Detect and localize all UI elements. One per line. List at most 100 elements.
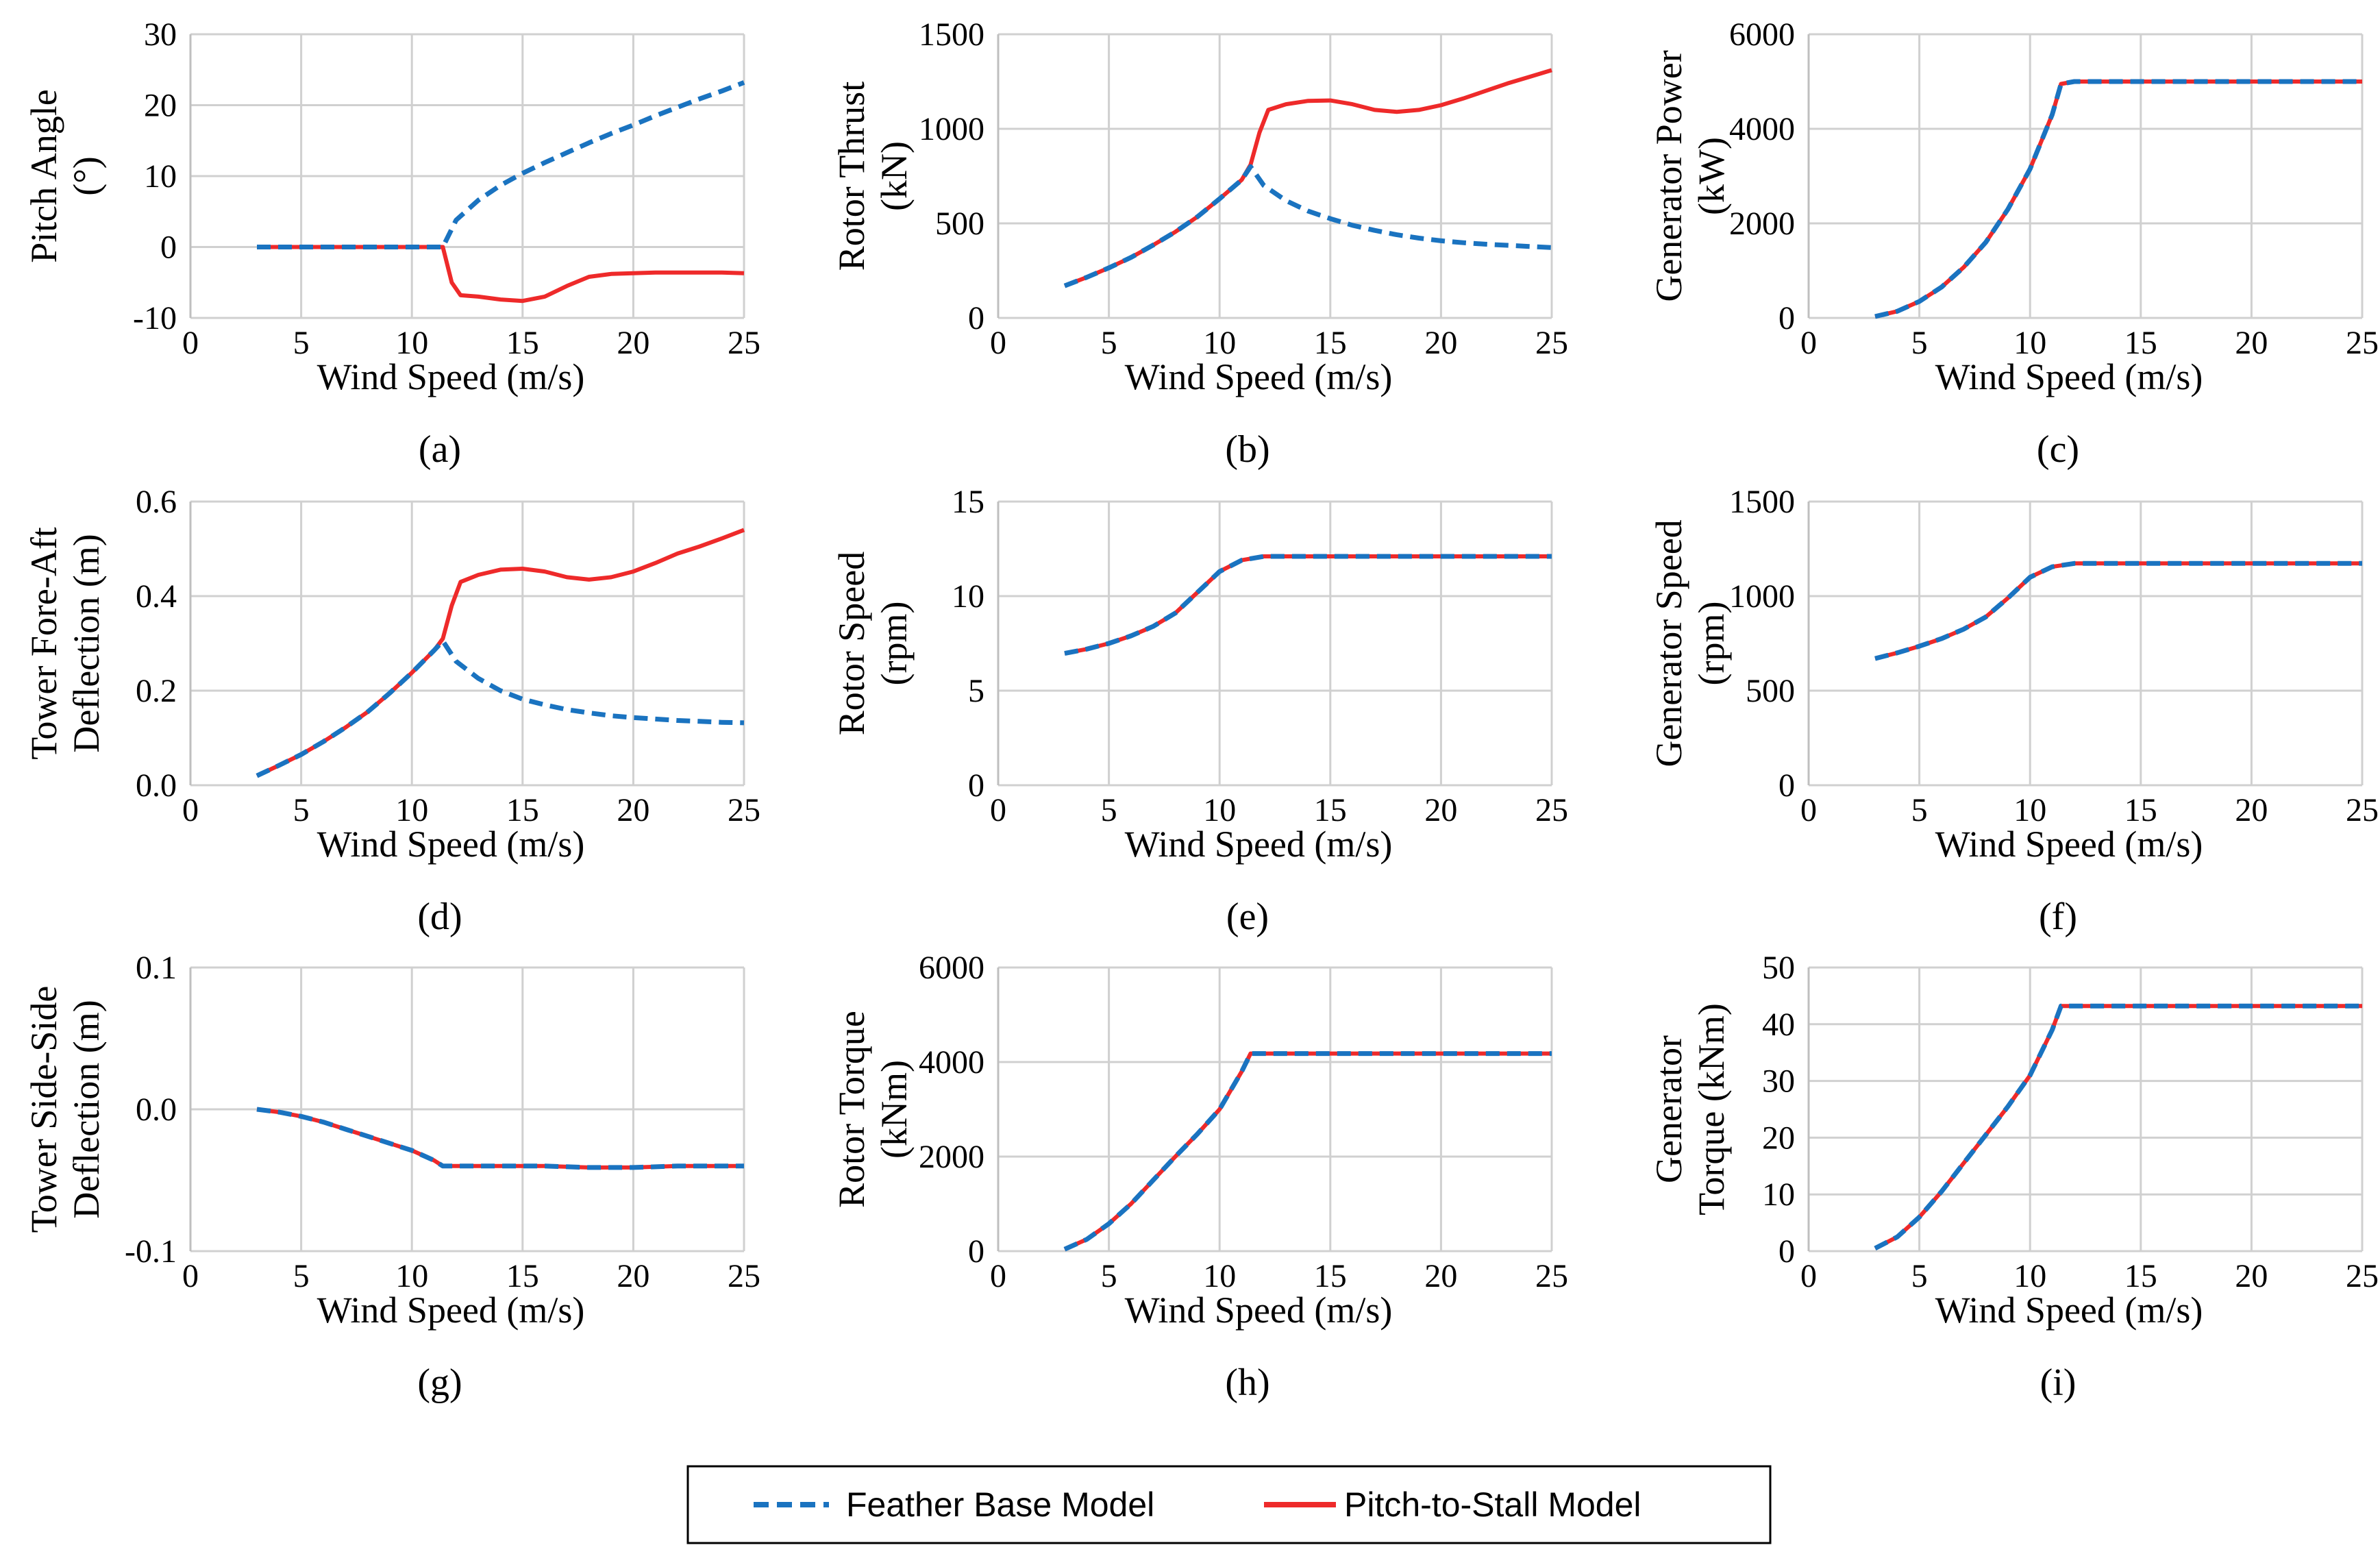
panel-b-xtick-1: 5 (1101, 325, 1117, 361)
panel-e-xtick-1: 5 (1101, 792, 1117, 828)
panel-h-series-stall (1063, 1051, 1552, 1251)
panel-a-xtick-3: 15 (506, 325, 539, 361)
panel-b-xtick-5: 25 (1535, 325, 1568, 361)
legend-label-feather: Feather Base Model (846, 1485, 1154, 1524)
panel-c-ylabel-line-2: (kW) (1691, 137, 1732, 215)
panel-a-ytick-3: 20 (144, 88, 177, 124)
panel-f-ytick-3: 1500 (1729, 484, 1795, 520)
panel-b-xtick-0: 0 (990, 325, 1006, 361)
panel-d-xtick-5: 25 (728, 792, 760, 828)
panel-c-xtick-2: 10 (2013, 325, 2046, 361)
panel-f-xtick-4: 20 (2235, 792, 2268, 828)
panel-d-ylabel-line-2: Deflection (m) (66, 534, 107, 752)
panel-e-ytick-1: 5 (968, 673, 984, 709)
panel-i-ytick-2: 20 (1762, 1120, 1795, 1156)
panel-g-ytick-0: -0.1 (125, 1233, 177, 1270)
panel-d-series-feather (256, 639, 745, 778)
panel-c: 0 5 10 15 20 25 0 2000 4000 6000 Wind Speed (m/s) G… (1648, 16, 2379, 471)
panel-d-ytick-0: 0.0 (136, 767, 177, 804)
panel-i-xtick-4: 20 (2235, 1258, 2268, 1294)
panel-e-ylabel-line-2: (rpm) (873, 602, 915, 686)
panel-i-xtick-3: 15 (2124, 1258, 2157, 1294)
panel-e-ytick-2: 10 (952, 578, 984, 615)
panel-f: 0 5 10 15 20 25 0 500 1000 1500 Wind Speed (m/s) Ge… (1648, 484, 2379, 938)
panel-g-ylabel-line-2: Deflection (m) (66, 1000, 107, 1218)
panel-h-xtick-2: 10 (1203, 1258, 1236, 1294)
panel-i-xtick-2: 10 (2013, 1258, 2046, 1294)
panel-f-xtick-0: 0 (1800, 792, 1817, 828)
panel-g: 0 5 10 15 20 25 -0.1 0.0 0.1 Wind Speed (m/s) Towe… (23, 950, 760, 1404)
panel-a-ytick-2: 10 (144, 158, 177, 195)
panel-a-xtick-4: 20 (617, 325, 649, 361)
panel-a-series-stall (257, 245, 745, 304)
panel-b-xtick-4: 20 (1424, 325, 1457, 361)
panel-d-xtick-4: 20 (617, 792, 649, 828)
panel-h-ytick-3: 6000 (919, 950, 984, 986)
panel-d-ylabel-line-1: Tower Fore-Aft (23, 527, 64, 760)
panel-g-series-feather (256, 1107, 744, 1170)
panel-d-caption: (d) (417, 896, 462, 938)
panel-b-ylabel-line-1: Rotor Thrust (831, 82, 872, 271)
panel-b-series-feather (1063, 164, 1552, 288)
panel-i-xlabel: Wind Speed (m/s) (1935, 1290, 2203, 1331)
panel-i-ytick-3: 30 (1762, 1063, 1795, 1100)
panel-e-series-feather (1064, 554, 1552, 656)
panel-a-xtick-0: 0 (182, 325, 199, 361)
panel-e-xtick-2: 10 (1203, 792, 1236, 828)
panel-f-ytick-2: 1000 (1729, 578, 1795, 615)
panel-c-series-feather (1874, 79, 2362, 319)
panel-f-xtick-2: 10 (2013, 792, 2046, 828)
panel-h-ylabel-line-1: Rotor Torque (831, 1011, 872, 1208)
panel-i-ytick-1: 10 (1762, 1176, 1795, 1213)
panel-h-ytick-1: 2000 (919, 1139, 984, 1175)
panel-c-ytick-1: 2000 (1729, 206, 1795, 242)
panel-c-ylabel-line-1: Generator Power (1648, 50, 1689, 301)
panel-a-caption: (a) (419, 428, 461, 471)
panel-f-xtick-3: 15 (2124, 792, 2157, 828)
legend-label-stall: Pitch-to-Stall Model (1344, 1485, 1641, 1524)
panel-f-series-stall (1874, 561, 2362, 661)
panel-g-xtick-1: 5 (293, 1258, 310, 1294)
panel-g-ylabel-line-1: Tower Side-Side (23, 986, 64, 1233)
panel-c-ytick-3: 6000 (1729, 16, 1795, 53)
panel-e-xtick-0: 0 (990, 792, 1006, 828)
panel-c-xtick-5: 25 (2346, 325, 2379, 361)
panel-b-xtick-2: 10 (1203, 325, 1236, 361)
panel-g-xtick-4: 20 (617, 1258, 649, 1294)
panel-i-ylabel-line-2: Torque (kNm) (1691, 1003, 1732, 1216)
panel-i-xtick-0: 0 (1800, 1258, 1817, 1294)
panel-f-xtick-1: 5 (1911, 792, 1928, 828)
panel-a-xtick-5: 25 (728, 325, 760, 361)
panel-e-xtick-5: 25 (1535, 792, 1568, 828)
panel-h: 0 5 10 15 20 25 0 2000 4000 6000 Wind Speed (m/s) R… (831, 950, 1568, 1404)
panel-e-caption: (e) (1226, 896, 1269, 938)
panel-c-ytick-2: 4000 (1729, 111, 1795, 147)
panel-c-xtick-1: 5 (1911, 325, 1928, 361)
panel-e-xtick-3: 15 (1314, 792, 1347, 828)
panel-h-xtick-4: 20 (1424, 1258, 1457, 1294)
panel-b-ytick-1: 500 (935, 206, 984, 242)
panel-f-xtick-5: 25 (2346, 792, 2379, 828)
panel-g-caption: (g) (417, 1361, 462, 1404)
panel-h-xlabel: Wind Speed (m/s) (1125, 1290, 1393, 1331)
panel-i-ytick-5: 50 (1762, 950, 1795, 986)
panel-e-xlabel: Wind Speed (m/s) (1125, 824, 1393, 865)
panel-g-xtick-0: 0 (182, 1258, 199, 1294)
panel-e-ytick-0: 0 (968, 767, 984, 804)
panel-h-ytick-2: 4000 (919, 1044, 984, 1081)
panel-d-xtick-2: 10 (395, 792, 428, 828)
panel-b-xtick-3: 15 (1314, 325, 1347, 361)
panel-h-xtick-5: 25 (1535, 1258, 1568, 1294)
panel-h-caption: (h) (1225, 1361, 1269, 1404)
panel-b-ytick-2: 1000 (919, 111, 984, 147)
panel-g-ytick-1: 0.0 (136, 1092, 177, 1128)
panel-a-ytick-0: -10 (133, 300, 177, 336)
panel-h-xtick-3: 15 (1314, 1258, 1347, 1294)
panel-a-xtick-1: 5 (293, 325, 310, 361)
panel-g-xtick-5: 25 (728, 1258, 760, 1294)
panel-d-xtick-1: 5 (293, 792, 310, 828)
panel-g-ytick-2: 0.1 (136, 950, 177, 986)
panel-i: 0 5 10 15 20 25 0 10 20 30 40 50 Wind Speed (m/s) Gen… (1648, 950, 2379, 1404)
